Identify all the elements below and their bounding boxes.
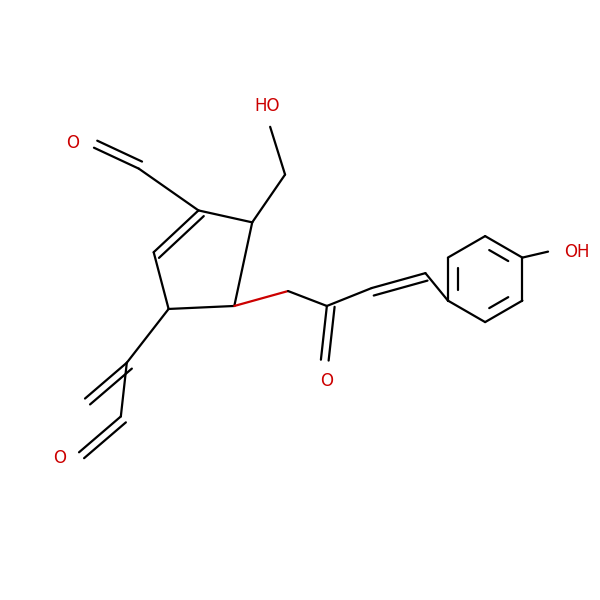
Text: HO: HO — [254, 97, 280, 115]
Text: O: O — [67, 134, 80, 152]
Text: O: O — [53, 449, 67, 467]
Text: O: O — [320, 371, 334, 389]
Text: OH: OH — [564, 242, 590, 260]
